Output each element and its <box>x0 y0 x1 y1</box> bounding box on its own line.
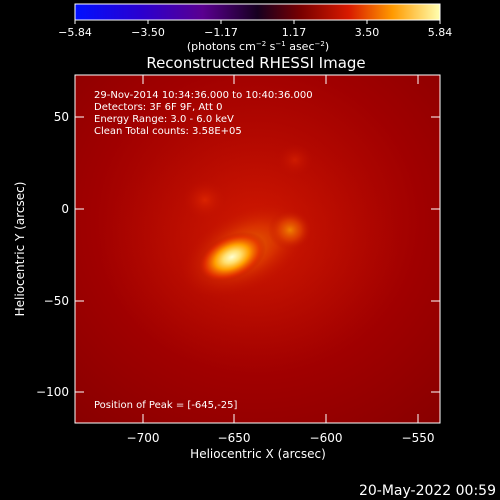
info-energy-range: Energy Range: 3.0 - 6.0 keV <box>94 114 234 125</box>
x-tick-label: −600 <box>310 431 343 445</box>
image-title: Reconstructed RHESSI Image <box>146 54 365 72</box>
y-tick-label: 0 <box>61 202 69 216</box>
colorbar-tick-label: −5.84 <box>58 26 92 39</box>
colorbar <box>74 3 441 21</box>
x-tick-label: −700 <box>127 431 160 445</box>
x-axis-title: Heliocentric X (arcsec) <box>190 447 326 461</box>
colorbar-tick-label: 5.84 <box>428 26 453 39</box>
y-axis-title: Heliocentric Y (arcsec) <box>13 182 27 317</box>
colorbar-tick-label: −3.50 <box>131 26 165 39</box>
plot-frame <box>74 74 441 424</box>
x-axis-ticks <box>142 75 419 423</box>
peak-position: Position of Peak = [-645,-25] <box>94 400 238 411</box>
colorbar-ticks <box>74 20 441 24</box>
y-axis-ticks <box>75 116 440 393</box>
x-tick-label: −550 <box>402 431 435 445</box>
x-tick-label: −650 <box>218 431 251 445</box>
info-clean-counts: Clean Total counts: 3.58E+05 <box>94 126 242 137</box>
info-time-range: 29-Nov-2014 10:34:36.000 to 10:40:36.000 <box>94 90 313 101</box>
colorbar-tick-label: 1.17 <box>282 26 307 39</box>
y-tick-label: −50 <box>44 294 69 308</box>
colorbar-tick-label: −1.17 <box>204 26 238 39</box>
colorbar-tick-label: 3.50 <box>355 26 380 39</box>
y-tick-label: 50 <box>54 110 69 124</box>
y-tick-label: −100 <box>36 385 69 399</box>
xray-image <box>75 75 440 423</box>
colorbar-units: (photons cm−2 s−1 asec−2) <box>187 40 329 53</box>
footer-timestamp: 20-May-2022 00:59 <box>359 483 496 499</box>
info-detectors: Detectors: 3F 6F 9F, Att 0 <box>94 102 222 113</box>
